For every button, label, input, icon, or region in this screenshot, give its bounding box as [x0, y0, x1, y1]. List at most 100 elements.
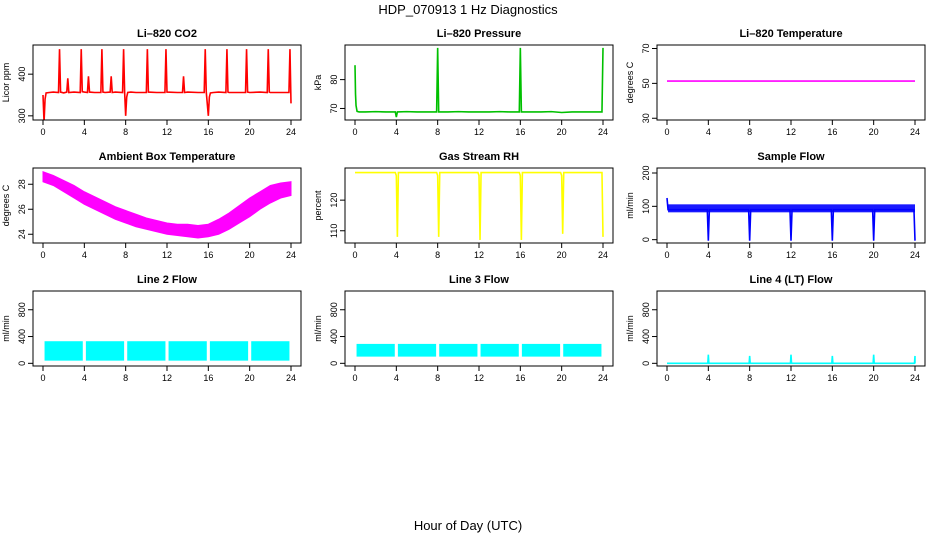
x-tick-label: 4	[706, 250, 711, 260]
x-tick-label: 20	[245, 127, 255, 137]
x-tick-label: 20	[869, 250, 879, 260]
data-layer	[355, 171, 604, 240]
x-tick-label: 0	[40, 127, 45, 137]
y-tick-label: 800	[17, 302, 27, 317]
figure-title: HDP_070913 1 Hz Diagnostics	[378, 2, 558, 17]
band-segment	[480, 343, 519, 357]
panel-8: Line 3 Flow ml/min 0 4 8 12 16 20 24 0 400 800	[313, 274, 614, 383]
x-tick-label: 24	[286, 373, 296, 383]
y-tick-label: 100	[641, 199, 651, 214]
x-tick-label: 12	[162, 127, 172, 137]
band-segment	[85, 341, 125, 361]
x-tick-label: 20	[245, 373, 255, 383]
x-tick-label: 20	[245, 250, 255, 260]
band-segment	[209, 341, 249, 361]
band-segment	[251, 341, 290, 361]
panel-1: Li–820 CO2 Licor ppm 0 4 8 12 16 20 24 300 400	[1, 28, 302, 137]
x-tick-label: 16	[827, 127, 837, 137]
data-layer	[356, 343, 602, 357]
x-tick-label: 8	[747, 250, 752, 260]
panel-title: Line 2 Flow	[137, 274, 197, 286]
panel-9: Line 4 (LT) Flow ml/min 0 4 8 12 16 20 24 0 400 800	[625, 274, 926, 383]
y-axis-label: ml/min	[1, 315, 11, 342]
x-tick-label: 0	[664, 127, 669, 137]
y-axis-label: ml/min	[625, 315, 635, 342]
y-axis-label: degrees C	[625, 61, 635, 103]
y-tick-label: 80	[329, 75, 339, 85]
panel-title: Sample Flow	[757, 151, 825, 163]
data-layer	[42, 171, 292, 239]
series-line	[42, 49, 292, 120]
series-line	[666, 197, 916, 241]
band-segment	[439, 343, 478, 357]
x-tick-label: 24	[598, 127, 608, 137]
x-tick-label: 16	[515, 373, 525, 383]
data-layer	[354, 47, 604, 118]
band-segment	[127, 341, 166, 361]
x-tick-label: 0	[664, 373, 669, 383]
x-tick-label: 20	[869, 373, 879, 383]
x-tick-label: 12	[786, 250, 796, 260]
x-tick-label: 16	[827, 250, 837, 260]
y-tick-label: 120	[329, 193, 339, 208]
x-tick-label: 16	[203, 127, 213, 137]
band-segment	[356, 343, 395, 357]
x-tick-label: 8	[123, 250, 128, 260]
y-tick-label: 0	[329, 361, 339, 366]
y-tick-label: 70	[641, 43, 651, 53]
panel-6: Sample Flow ml/min 0 4 8 12 16 20 24 0 100 200	[625, 151, 926, 260]
band-segment	[563, 343, 602, 357]
panel-3: Li–820 Temperature degrees C 0 4 8 12 16 20 24 30…	[625, 28, 926, 137]
x-tick-label: 8	[123, 373, 128, 383]
x-tick-label: 16	[203, 373, 213, 383]
band-segment	[44, 341, 83, 361]
x-tick-label: 8	[747, 373, 752, 383]
y-tick-label: 24	[17, 229, 27, 239]
plot-frame	[656, 44, 926, 121]
y-tick-label: 300	[17, 108, 27, 123]
figure-x-axis-label: Hour of Day (UTC)	[413, 518, 523, 533]
x-tick-label: 4	[706, 127, 711, 137]
y-axis-label: kPa	[313, 75, 323, 91]
x-tick-label: 8	[747, 127, 752, 137]
x-tick-label: 0	[40, 250, 45, 260]
panel-title: Li–820 CO2	[137, 28, 197, 40]
y-tick-label: 26	[17, 204, 27, 214]
x-tick-label: 0	[352, 127, 357, 137]
x-tick-label: 24	[286, 127, 296, 137]
band-segment	[397, 343, 437, 357]
x-tick-label: 12	[474, 373, 484, 383]
x-tick-label: 8	[435, 373, 440, 383]
y-tick-label: 400	[329, 329, 339, 344]
band-segment	[521, 343, 561, 357]
series-line	[354, 47, 604, 118]
y-axis-label: ml/min	[313, 315, 323, 342]
y-tick-label: 400	[17, 67, 27, 82]
data-layer	[667, 354, 916, 365]
x-tick-label: 0	[352, 250, 357, 260]
y-tick-label: 0	[641, 361, 651, 366]
panel-7: Line 2 Flow ml/min 0 4 8 12 16 20 24 0 400 800	[1, 274, 302, 383]
y-tick-label: 30	[641, 113, 651, 123]
y-axis-label: degrees C	[1, 184, 11, 226]
y-tick-label: 0	[17, 361, 27, 366]
x-tick-label: 24	[598, 373, 608, 383]
panel-5: Gas Stream RH percent 0 4 8 12 16 20 24 110 120	[313, 151, 614, 260]
x-tick-label: 16	[515, 250, 525, 260]
x-tick-label: 4	[82, 373, 87, 383]
x-tick-label: 4	[394, 127, 399, 137]
y-tick-label: 50	[641, 78, 651, 88]
y-axis-label: ml/min	[625, 192, 635, 219]
panel-4: Ambient Box Temperature degrees C 0 4 8 12 16 2…	[1, 151, 302, 260]
x-tick-label: 4	[82, 250, 87, 260]
panel-title: Ambient Box Temperature	[99, 151, 236, 163]
x-tick-label: 4	[394, 373, 399, 383]
y-tick-label: 800	[329, 302, 339, 317]
y-axis-label: percent	[313, 190, 323, 221]
x-tick-label: 20	[557, 373, 567, 383]
data-layer	[42, 49, 292, 120]
y-tick-label: 200	[641, 165, 651, 180]
panel-title: Li–820 Pressure	[437, 28, 521, 40]
x-tick-label: 12	[474, 127, 484, 137]
panel-title: Line 4 (LT) Flow	[750, 274, 833, 286]
